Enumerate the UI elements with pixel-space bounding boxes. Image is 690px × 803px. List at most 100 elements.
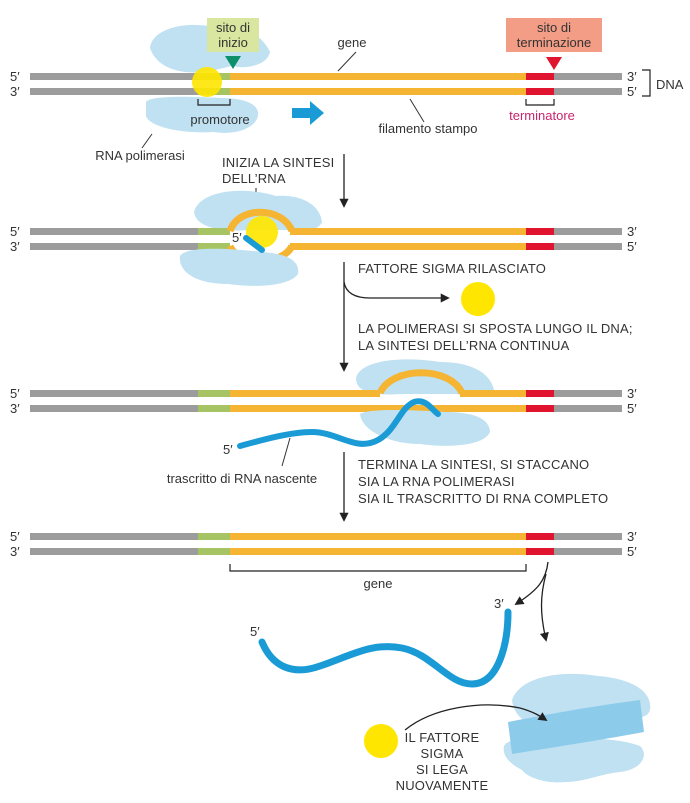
dna3-top-promoter (198, 390, 230, 397)
dna4-top-right (554, 533, 622, 540)
nascent-rna-transcript (237, 398, 441, 449)
dna4-bottom-left (30, 548, 198, 555)
dna2-bottom-gene (290, 243, 526, 250)
dna4-top-terminator (526, 533, 554, 540)
dna4-bottom-right (554, 548, 622, 555)
template-strand-leader (409, 98, 425, 123)
dna2-top-right (554, 228, 622, 235)
rna-polymerase-label: RNA polimerasi (95, 148, 185, 163)
dna2-top-promoter (198, 228, 230, 235)
start-site-label-2: inizio (218, 35, 248, 50)
terminator-bracket (525, 99, 555, 106)
step-rebind-2: SIGMA (421, 746, 464, 761)
completed-rna-3: 3′ (494, 596, 504, 611)
dna-bottom-terminator (526, 88, 554, 95)
dna4-top-gene (230, 533, 526, 540)
dna2-bottom-promoter (198, 243, 230, 250)
polymerase-active-site (508, 700, 644, 754)
row3-end-5-left: 5′ (10, 386, 20, 401)
dna-bracket (642, 69, 651, 97)
step-termination-2: SIA LA RNA POLIMERASI (358, 474, 515, 489)
dna-bottom-gene (230, 88, 526, 95)
rebinding-sigma-factor (364, 724, 398, 758)
termination-site-box (506, 18, 602, 52)
dna-bottom-right-gray (554, 88, 622, 95)
dna3-bottom-right (554, 405, 622, 412)
released-sigma-factor (461, 282, 495, 316)
dna3-bottom-terminator (526, 405, 554, 412)
row2-end-3-right: 3′ (627, 224, 637, 239)
dna3-bottom-left (30, 405, 198, 412)
polymerase-release-arrow (539, 573, 549, 642)
direction-arrow (292, 101, 324, 125)
row-2-initiation: 5′ 5′ 3′ 3′ 5′ (10, 190, 637, 286)
completed-rna-transcript (258, 608, 512, 688)
promoter-label: promotore (190, 112, 249, 127)
transcript-release-arrow (514, 561, 549, 605)
dna4-top-left (30, 533, 198, 540)
dna-label: DNA (656, 77, 684, 92)
dna3-top-terminator (526, 390, 554, 397)
gene-leader (337, 51, 357, 72)
step-sigma-released: FATTORE SIGMA RILASCIATO (358, 261, 546, 276)
dna-bubble-top (226, 208, 296, 233)
row2-end-3-left: 3′ (10, 239, 20, 254)
dna3-bottom-promoter (198, 405, 230, 412)
sigma-rebind-arrow (404, 704, 548, 731)
nascent-transcript-leader (281, 437, 291, 467)
row2-end-5-left: 5′ (10, 224, 20, 239)
row2-rna-5: 5′ (232, 230, 242, 245)
step-termination-3: SIA IL TRASCRITTO DI RNA COMPLETO (358, 491, 608, 506)
row2-end-5-right: 5′ (627, 239, 637, 254)
dna-top-gene (230, 73, 526, 80)
sigma-factor-2 (246, 216, 278, 248)
dna4-top-promoter (198, 533, 230, 540)
dna4-bottom-terminator (526, 548, 554, 555)
step-initiate-1: INIZIA LA SINTESI (222, 155, 335, 170)
row1-end-5-left: 5′ (10, 69, 20, 84)
sigma-factor (192, 67, 222, 97)
dna2-top-left (30, 228, 198, 235)
rna-polymerase-bottom-3 (360, 410, 490, 446)
dna3-top-gene-a (230, 390, 380, 397)
row3-end-5-right: 5′ (627, 401, 637, 416)
dna4-bottom-gene (230, 548, 526, 555)
dna2-bottom-terminator (526, 243, 554, 250)
dna3-bubble (376, 369, 466, 395)
template-strand-label: filamento stampo (379, 121, 478, 136)
row4-end-5-left: 5′ (10, 529, 20, 544)
termination-site-arrow (546, 57, 562, 70)
row3-end-3-right: 3′ (627, 386, 637, 401)
dna-top-left-gray (30, 73, 198, 80)
promoter-bracket (197, 99, 231, 106)
completed-rna-5: 5′ (250, 624, 260, 639)
dna2-bottom-right (554, 243, 622, 250)
step-initiate-2: DELL’RNA (222, 171, 286, 186)
start-site-label-1: sito di (216, 20, 250, 35)
row3-rna-5: 5′ (223, 442, 233, 457)
nascent-transcript-label: trascritto di RNA nascente (167, 471, 317, 486)
dna3-bottom-gene (230, 405, 526, 412)
terminator-label: terminatore (509, 108, 575, 123)
gene-label-top: gene (338, 35, 367, 50)
row3-end-3-left: 3′ (10, 401, 20, 416)
row-1-initiation-complex: sito di inizio sito di terminazione gene… (10, 18, 684, 163)
row4-end-3-right: 3′ (627, 529, 637, 544)
rna-polymerase-bottom (146, 96, 259, 133)
row1-end-3-right: 3′ (627, 69, 637, 84)
gene-label-bottom: gene (364, 576, 393, 591)
dna3-top-right (554, 390, 622, 397)
rna-primer-2 (243, 235, 265, 253)
row1-end-5-right: 5′ (627, 84, 637, 99)
row4-end-3-left: 3′ (10, 544, 20, 559)
step-rebind-4: NUOVAMENTE (396, 778, 489, 793)
dna2-top-gene (290, 228, 526, 235)
row1-end-3-left: 3′ (10, 84, 20, 99)
sigma-release-arrow (343, 281, 450, 303)
dna2-bottom-left (30, 243, 198, 250)
start-site-box (207, 18, 259, 52)
step-elongation-2: LA SINTESI DELL’RNA CONTINUA (358, 338, 570, 353)
polymerase-leader (141, 133, 153, 149)
step-rebind-3: SI LEGA (416, 762, 468, 777)
